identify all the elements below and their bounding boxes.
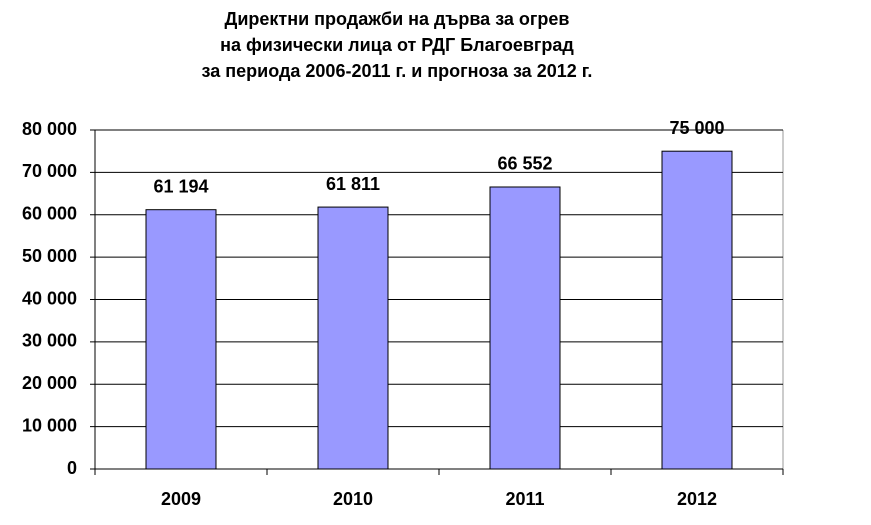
value-label: 66 552 bbox=[497, 154, 552, 174]
value-label: 61 811 bbox=[326, 174, 380, 194]
chart-title: за периода 2006-2011 г. и прогноза за 20… bbox=[202, 61, 593, 81]
y-tick-label: 80 000 bbox=[22, 119, 77, 139]
value-label: 75 000 bbox=[669, 118, 724, 138]
y-tick-label: 30 000 bbox=[22, 331, 77, 351]
y-tick-label: 60 000 bbox=[22, 204, 77, 224]
bar bbox=[489, 186, 561, 470]
y-tick-label: 0 bbox=[67, 458, 77, 478]
y-tick-label: 50 000 bbox=[22, 246, 77, 266]
x-tick-label: 2011 bbox=[505, 489, 544, 509]
bar bbox=[317, 206, 389, 470]
y-tick-label: 40 000 bbox=[22, 288, 77, 308]
chart-title: на физически лица от РДГ Благоевград bbox=[220, 35, 574, 55]
bar bbox=[661, 150, 733, 470]
x-tick-label: 2010 bbox=[333, 489, 373, 509]
y-tick-label: 10 000 bbox=[22, 415, 77, 435]
bar bbox=[145, 209, 217, 470]
y-tick-label: 70 000 bbox=[22, 161, 77, 181]
y-tick-label: 20 000 bbox=[22, 373, 77, 393]
chart-title: Директни продажби на дърва за огрев bbox=[225, 9, 570, 29]
value-label: 61 194 bbox=[153, 176, 208, 196]
x-tick-label: 2009 bbox=[161, 489, 201, 509]
x-tick-label: 2012 bbox=[677, 489, 717, 509]
